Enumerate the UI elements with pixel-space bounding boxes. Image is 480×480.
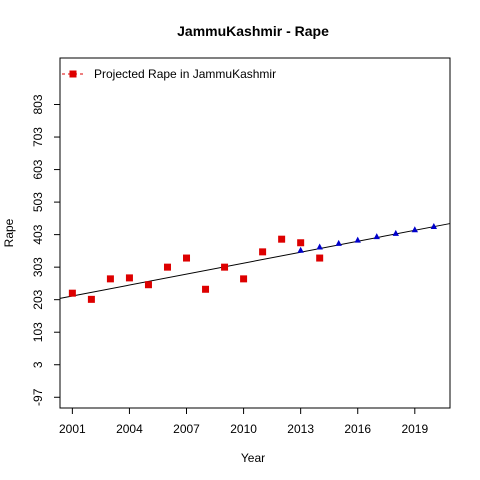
plot-area — [59, 222, 451, 303]
chart-title: JammuKashmir - Rape — [177, 23, 329, 39]
data-point-square — [221, 263, 229, 271]
data-point-square — [278, 235, 286, 243]
y-tick-label: 3 — [31, 361, 45, 368]
data-point-triangle — [430, 222, 438, 229]
y-tick-label: 603 — [31, 159, 45, 179]
x-tick-label: 2016 — [344, 422, 371, 436]
legend-marker — [69, 70, 77, 78]
data-point-triangle — [373, 233, 380, 240]
y-tick-label: 403 — [31, 224, 45, 244]
data-point-triangle — [392, 229, 399, 236]
data-point-square — [68, 289, 76, 297]
y-tick-label: 303 — [31, 257, 45, 277]
y-axis-label: Rape — [2, 218, 16, 247]
data-point-square — [259, 248, 267, 256]
x-tick-label: 2013 — [287, 422, 314, 436]
y-tick-label: 803 — [31, 94, 45, 114]
x-tick-label: 2001 — [59, 422, 86, 436]
data-point-square — [240, 275, 248, 283]
data-point-triangle — [335, 239, 342, 246]
legend-label: Projected Rape in JammuKashmir — [94, 67, 276, 81]
x-tick-label: 2004 — [116, 422, 143, 436]
data-point-triangle — [354, 236, 361, 243]
y-tick-label: -97 — [31, 388, 45, 406]
x-tick-label: 2010 — [230, 422, 257, 436]
data-point-triangle — [316, 243, 323, 250]
y-tick-label: 203 — [31, 289, 45, 309]
data-point-triangle — [297, 246, 304, 253]
y-tick-label: 703 — [31, 127, 45, 147]
data-point-square — [316, 254, 324, 262]
trend-line — [59, 223, 451, 299]
x-axis-label: Year — [241, 451, 265, 465]
data-point-square — [163, 263, 171, 271]
legend: Projected Rape in JammuKashmir — [62, 67, 276, 81]
x-tick-label: 2019 — [401, 422, 428, 436]
data-point-square — [144, 281, 152, 289]
y-tick-label: 103 — [31, 322, 45, 342]
plot-frame — [59, 57, 451, 409]
y-tick-label: 503 — [31, 192, 45, 212]
data-point-square — [297, 239, 305, 247]
data-point-square — [106, 275, 114, 283]
data-point-triangle — [411, 226, 419, 233]
x-tick-label: 2007 — [173, 422, 200, 436]
data-point-square — [183, 254, 191, 262]
data-point-square — [87, 295, 95, 303]
data-point-square — [202, 285, 210, 293]
data-point-square — [125, 274, 133, 282]
